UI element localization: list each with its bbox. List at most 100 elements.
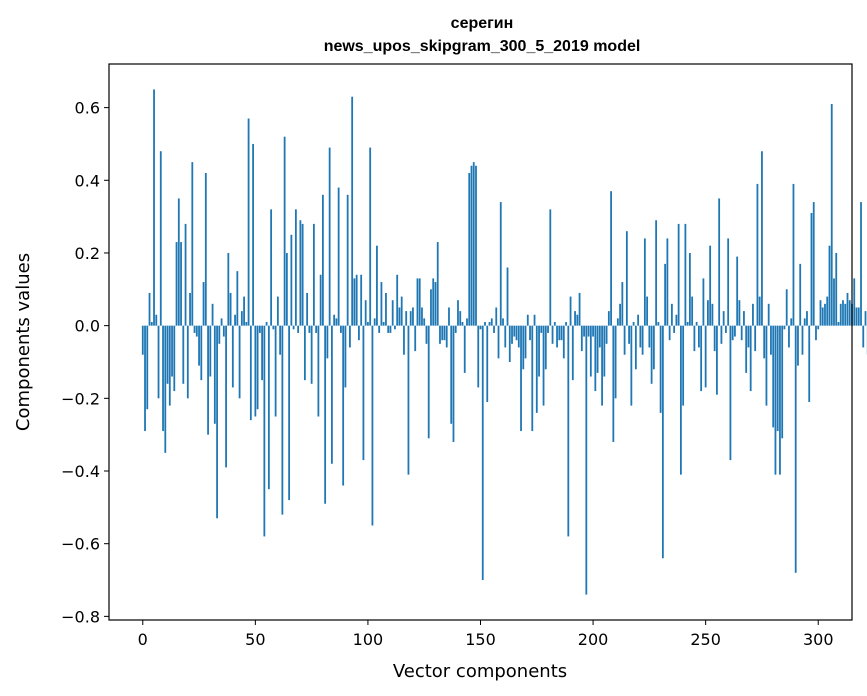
- bar-258: [722, 311, 725, 326]
- bar-211: [616, 318, 619, 326]
- bar-278: [767, 303, 770, 326]
- bar-8: [159, 151, 162, 326]
- bar-126: [425, 325, 428, 344]
- bar-244: [691, 296, 694, 326]
- bar-299: [815, 325, 817, 341]
- bar-296: [808, 325, 811, 402]
- bar-321: [864, 311, 867, 326]
- bar-155: [490, 318, 493, 326]
- bar-54: [263, 325, 266, 537]
- bar-215: [625, 231, 628, 326]
- bar-226: [650, 325, 653, 384]
- bar-159: [499, 202, 502, 326]
- bar-124: [421, 307, 423, 326]
- bar-18: [182, 325, 185, 384]
- bar-101: [369, 147, 372, 326]
- bar-series: [141, 89, 867, 595]
- bar-305: [828, 245, 831, 326]
- y-tick-label: −0.6: [61, 535, 100, 554]
- bar-217: [630, 325, 633, 406]
- bar-171: [526, 314, 529, 326]
- bar-94: [353, 278, 356, 326]
- bar-0: [141, 325, 144, 355]
- bar-177: [540, 325, 543, 333]
- bar-282: [776, 325, 779, 432]
- bar-37: [225, 325, 227, 468]
- bar-129: [432, 278, 435, 326]
- bar-100: [367, 322, 369, 326]
- bar-84: [331, 325, 333, 464]
- bar-285: [783, 325, 786, 330]
- y-tick-label: 0.2: [75, 244, 100, 263]
- bar-190: [569, 296, 572, 326]
- plot-frame: [108, 63, 853, 621]
- bar-152: [484, 322, 486, 326]
- bar-173: [531, 325, 534, 432]
- bar-99: [364, 300, 367, 326]
- bar-9: [162, 325, 164, 432]
- bar-25: [198, 325, 200, 366]
- bar-180: [547, 325, 549, 333]
- bar-166: [515, 325, 518, 341]
- bar-3: [148, 292, 151, 326]
- bar-256: [718, 198, 721, 326]
- bar-193: [576, 314, 579, 326]
- bar-74: [308, 325, 311, 333]
- bar-272: [754, 325, 757, 352]
- bar-34: [218, 325, 221, 344]
- bar-139: [454, 325, 457, 333]
- y-axis-label: Components values: [13, 253, 34, 431]
- bar-13: [171, 325, 173, 377]
- bar-96: [358, 325, 360, 341]
- bar-216: [628, 325, 630, 344]
- bar-150: [479, 325, 482, 330]
- bar-156: [493, 325, 495, 333]
- bar-178: [542, 325, 545, 406]
- bar-108: [385, 292, 387, 326]
- bar-62: [281, 325, 284, 515]
- bar-277: [765, 325, 768, 406]
- bar-303: [824, 303, 826, 326]
- bar-43: [238, 325, 241, 399]
- bar-286: [785, 289, 788, 326]
- bar-309: [837, 322, 840, 326]
- x-axis-label: Vector components: [393, 661, 567, 682]
- bar-132: [439, 325, 441, 344]
- bar-86: [335, 318, 338, 326]
- bar-240: [682, 325, 685, 406]
- bar-254: [713, 325, 716, 352]
- bar-82: [326, 325, 329, 359]
- bar-164: [511, 325, 513, 344]
- bar-160: [502, 318, 504, 326]
- bar-261: [729, 325, 732, 461]
- bar-165: [513, 325, 516, 337]
- bar-128: [430, 289, 432, 326]
- y-tick-label: 0.4: [75, 171, 100, 190]
- y-tick-label: 0.6: [75, 99, 100, 118]
- bar-245: [693, 325, 696, 352]
- bar-183: [553, 322, 556, 326]
- bar-219: [634, 325, 637, 370]
- bar-213: [621, 282, 624, 326]
- bar-223: [643, 238, 646, 326]
- bar-298: [812, 202, 815, 326]
- bar-57: [270, 209, 273, 326]
- y-tick-label: −0.2: [61, 389, 100, 408]
- bar-203: [598, 325, 601, 348]
- bar-27: [202, 282, 205, 326]
- bar-294: [803, 318, 806, 326]
- bar-233: [666, 238, 669, 326]
- bar-88: [340, 325, 342, 333]
- bar-259: [725, 325, 727, 333]
- bar-145: [468, 173, 471, 326]
- bar-44: [240, 311, 243, 326]
- bar-274: [758, 296, 761, 326]
- bar-291: [797, 325, 799, 366]
- bar-170: [524, 325, 527, 359]
- x-tick-label: 100: [353, 630, 384, 649]
- bar-229: [657, 322, 660, 326]
- bar-1: [144, 325, 146, 432]
- bar-5: [153, 89, 155, 326]
- bar-110: [389, 325, 392, 333]
